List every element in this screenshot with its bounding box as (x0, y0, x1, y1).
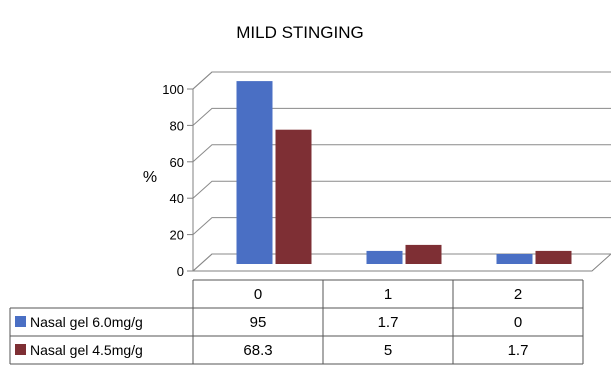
data-table: 0 1 2 Nasal gel 6.0mg/g 95 1.7 0 Nasal gel 4.5m… (9, 279, 584, 365)
legend-swatch (15, 344, 26, 355)
legend-label: Nasal gel 6.0mg/g (30, 314, 143, 330)
bars (236, 81, 572, 264)
bar-1-0 (236, 81, 273, 264)
data-label: 0 (514, 314, 522, 331)
y-tick-label: 40 (170, 191, 184, 206)
data-label: 1.7 (508, 342, 529, 359)
y-tick-label: 100 (162, 82, 184, 97)
bar-1-1 (366, 250, 403, 264)
bar-1-2 (496, 254, 533, 264)
gridline (192, 217, 611, 235)
y-tick-label: 60 (170, 155, 184, 170)
chart-title: MILD STINGING (236, 23, 364, 42)
gridline (192, 107, 611, 126)
legend-label: Nasal gel 4.5mg/g (30, 342, 143, 358)
x-tick-label: 0 (254, 286, 262, 303)
y-tick-label: 20 (170, 228, 184, 243)
x-tick-label: 2 (514, 286, 522, 303)
legend-swatch (15, 316, 26, 327)
data-label: 95 (250, 314, 267, 331)
gridline (192, 144, 611, 163)
y-tick-label: 0 (177, 264, 184, 279)
y-axis-label: % (143, 169, 157, 186)
data-label: 68.3 (243, 342, 272, 359)
x-tick-label: 1 (384, 286, 392, 303)
gridlines (187, 71, 611, 272)
data-label: 1.7 (378, 314, 399, 331)
gridline (192, 71, 611, 90)
bar-2-2 (535, 250, 572, 264)
y-tick-labels: 0 20 40 60 80 100 (162, 82, 184, 279)
gridline (192, 180, 611, 199)
y-tick-label: 80 (170, 118, 184, 133)
gridline (192, 253, 611, 272)
bar-2-1 (405, 244, 442, 264)
bar-2-0 (275, 129, 312, 264)
data-label: 5 (384, 342, 392, 359)
